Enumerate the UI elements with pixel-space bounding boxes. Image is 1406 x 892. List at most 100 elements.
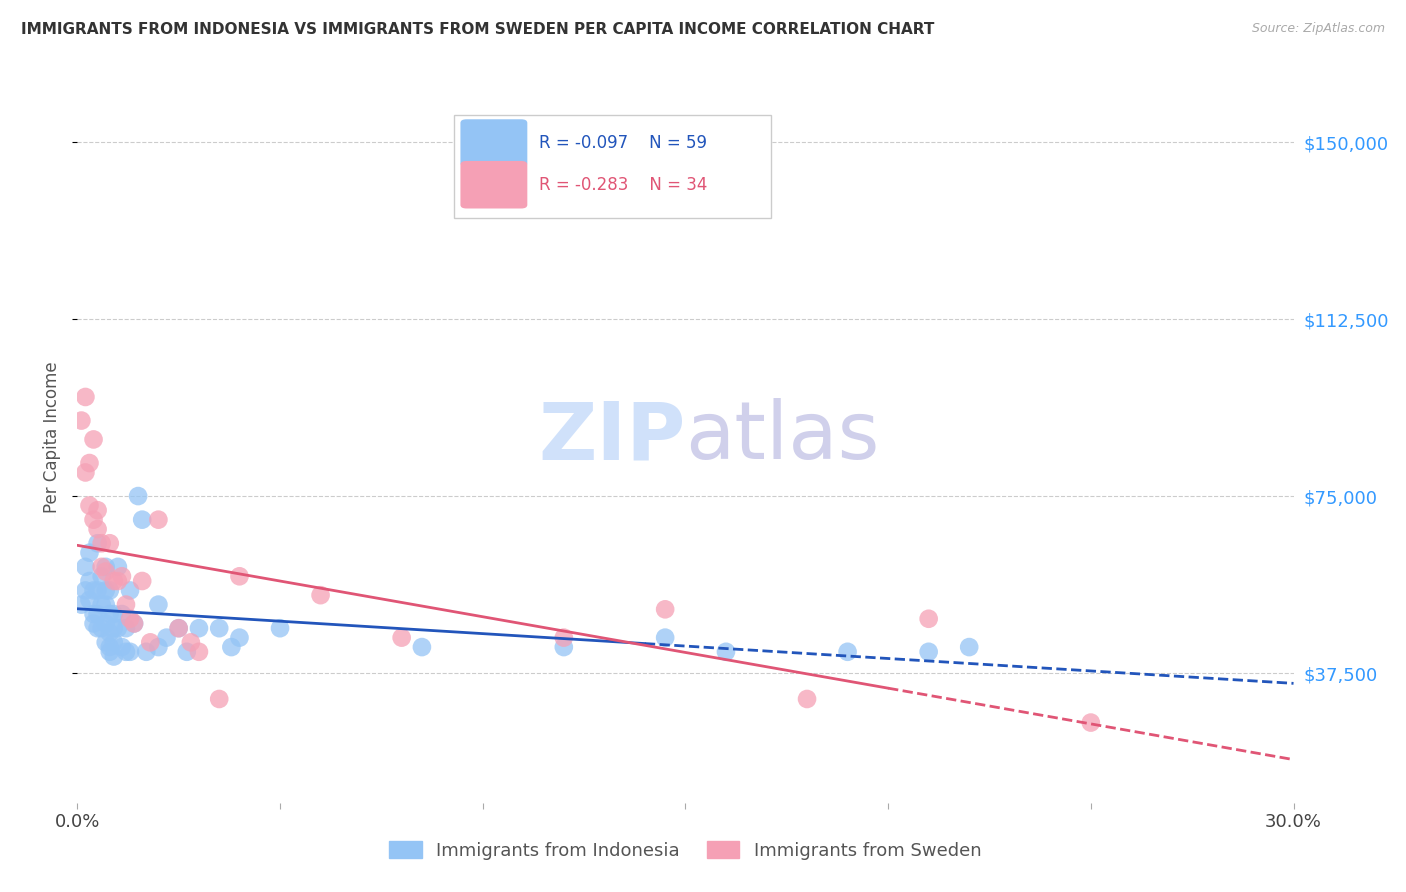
Point <box>70 598 93 612</box>
Point <box>79 546 101 560</box>
Point <box>167 621 190 635</box>
Point <box>107 574 129 588</box>
Point <box>155 631 177 645</box>
Point <box>98 645 121 659</box>
Point <box>75 583 97 598</box>
Point <box>122 616 145 631</box>
Point <box>148 598 170 612</box>
Point <box>83 616 105 631</box>
Point <box>103 635 125 649</box>
Point <box>94 598 117 612</box>
Point <box>135 645 157 659</box>
Point <box>553 640 575 654</box>
Point <box>228 569 250 583</box>
Point <box>957 640 980 654</box>
Point <box>208 692 231 706</box>
Point <box>86 503 108 517</box>
Point <box>127 489 149 503</box>
Point <box>111 569 134 583</box>
Point <box>411 640 433 654</box>
Point <box>83 607 105 621</box>
Point <box>918 645 941 659</box>
Point <box>90 559 112 574</box>
Point <box>167 621 190 635</box>
Point <box>79 574 101 588</box>
Point <box>90 536 112 550</box>
Point <box>86 583 108 598</box>
Point <box>86 522 108 536</box>
Point <box>86 621 108 635</box>
Point <box>83 513 105 527</box>
Point <box>111 640 134 654</box>
Point <box>79 593 101 607</box>
Point <box>115 645 138 659</box>
Text: ZIP: ZIP <box>538 398 686 476</box>
Point <box>188 645 211 659</box>
Point <box>118 645 141 659</box>
Point <box>118 583 141 598</box>
Point <box>654 602 676 616</box>
FancyBboxPatch shape <box>460 161 527 209</box>
Point <box>94 565 117 579</box>
Point <box>103 649 125 664</box>
Point <box>86 536 108 550</box>
Point <box>98 536 121 550</box>
Point <box>176 645 198 659</box>
Point <box>83 433 105 447</box>
Point <box>553 631 575 645</box>
Point <box>79 499 101 513</box>
Point <box>103 621 125 635</box>
Point <box>115 598 138 612</box>
FancyBboxPatch shape <box>454 115 770 218</box>
Point <box>115 621 138 635</box>
Point <box>98 607 121 621</box>
Point <box>103 607 125 621</box>
Point <box>90 621 112 635</box>
Point <box>75 466 97 480</box>
Point <box>139 635 162 649</box>
Point <box>94 635 117 649</box>
Point <box>188 621 211 635</box>
Point <box>228 631 250 645</box>
Point <box>107 559 129 574</box>
Point <box>837 645 859 659</box>
Legend: Immigrants from Indonesia, Immigrants from Sweden: Immigrants from Indonesia, Immigrants fr… <box>382 834 988 867</box>
Point <box>654 631 676 645</box>
Text: IMMIGRANTS FROM INDONESIA VS IMMIGRANTS FROM SWEDEN PER CAPITA INCOME CORRELATIO: IMMIGRANTS FROM INDONESIA VS IMMIGRANTS … <box>21 22 935 37</box>
Point <box>98 640 121 654</box>
Point <box>131 574 153 588</box>
Y-axis label: Per Capita Income: Per Capita Income <box>44 361 62 513</box>
Point <box>796 692 818 706</box>
Point <box>309 588 332 602</box>
Point <box>94 559 117 574</box>
Point <box>148 640 170 654</box>
Point <box>75 559 97 574</box>
Point <box>131 513 153 527</box>
Point <box>1080 715 1102 730</box>
Text: R = -0.097    N = 59: R = -0.097 N = 59 <box>540 134 707 152</box>
Point <box>714 645 737 659</box>
Point <box>208 621 231 635</box>
Point <box>70 413 93 427</box>
Point <box>86 607 108 621</box>
Point <box>103 574 125 588</box>
Point <box>118 612 141 626</box>
Point <box>94 616 117 631</box>
Point <box>98 626 121 640</box>
Point <box>98 583 121 598</box>
Point <box>90 569 112 583</box>
Point <box>90 598 112 612</box>
Text: atlas: atlas <box>686 398 880 476</box>
Point <box>111 607 134 621</box>
Text: R = -0.283    N = 34: R = -0.283 N = 34 <box>540 176 707 194</box>
Point <box>391 631 413 645</box>
Point <box>79 456 101 470</box>
Point <box>221 640 243 654</box>
Point <box>918 612 941 626</box>
Point <box>83 583 105 598</box>
Point <box>148 513 170 527</box>
Point <box>107 621 129 635</box>
FancyBboxPatch shape <box>460 120 527 167</box>
Point <box>75 390 97 404</box>
Point <box>122 616 145 631</box>
